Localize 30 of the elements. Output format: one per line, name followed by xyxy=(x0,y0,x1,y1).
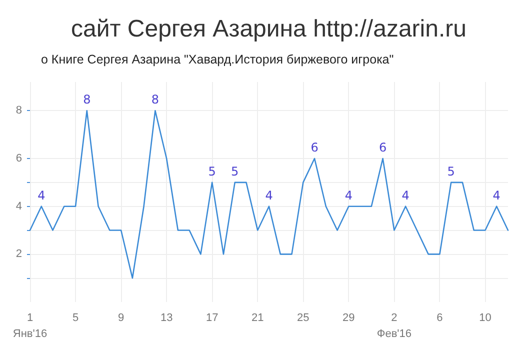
line-series xyxy=(29,110,509,279)
x-tick-label: 5 xyxy=(72,312,79,324)
data-label: 4 xyxy=(344,188,352,202)
x-tick-label: 6 xyxy=(436,312,443,324)
data-label: 6 xyxy=(378,140,387,155)
data-label: 6 xyxy=(310,140,318,155)
x-tick-label: 1 Янв'16 xyxy=(12,312,48,340)
x-tick-label: 10 xyxy=(479,312,492,324)
y-tick-label: 6 xyxy=(16,152,22,165)
x-tick-label: 17 xyxy=(206,312,218,324)
y-tick-label: 2 xyxy=(16,248,22,260)
chart-subtitle: о Книге Сергея Азарина "Хавард.История биржевого игрока" xyxy=(41,52,394,66)
data-label: 5 xyxy=(208,164,216,178)
y-tick-label: 4 xyxy=(16,200,22,212)
data-label: 5 xyxy=(447,164,455,178)
x-tick-label: 25 xyxy=(297,312,310,324)
data-label: 8 xyxy=(83,92,91,107)
data-label: 4 xyxy=(402,188,410,202)
x-tick-label: 13 xyxy=(160,312,173,324)
data-label: 4 xyxy=(492,188,500,202)
chart-title: сайт Сергея Азарина http://azarin.ru xyxy=(71,16,466,42)
data-label: 5 xyxy=(231,164,239,178)
y-tick-label: 8 xyxy=(16,104,22,117)
x-tick-label: 21 xyxy=(251,312,264,324)
x-tick-label: 29 xyxy=(342,312,355,324)
data-label: 4 xyxy=(265,188,273,202)
data-label: 8 xyxy=(151,92,160,107)
x-tick-label: 9 xyxy=(118,312,124,324)
x-tick-label: 2 Фев'16 xyxy=(376,312,412,340)
data-label: 4 xyxy=(38,188,46,202)
